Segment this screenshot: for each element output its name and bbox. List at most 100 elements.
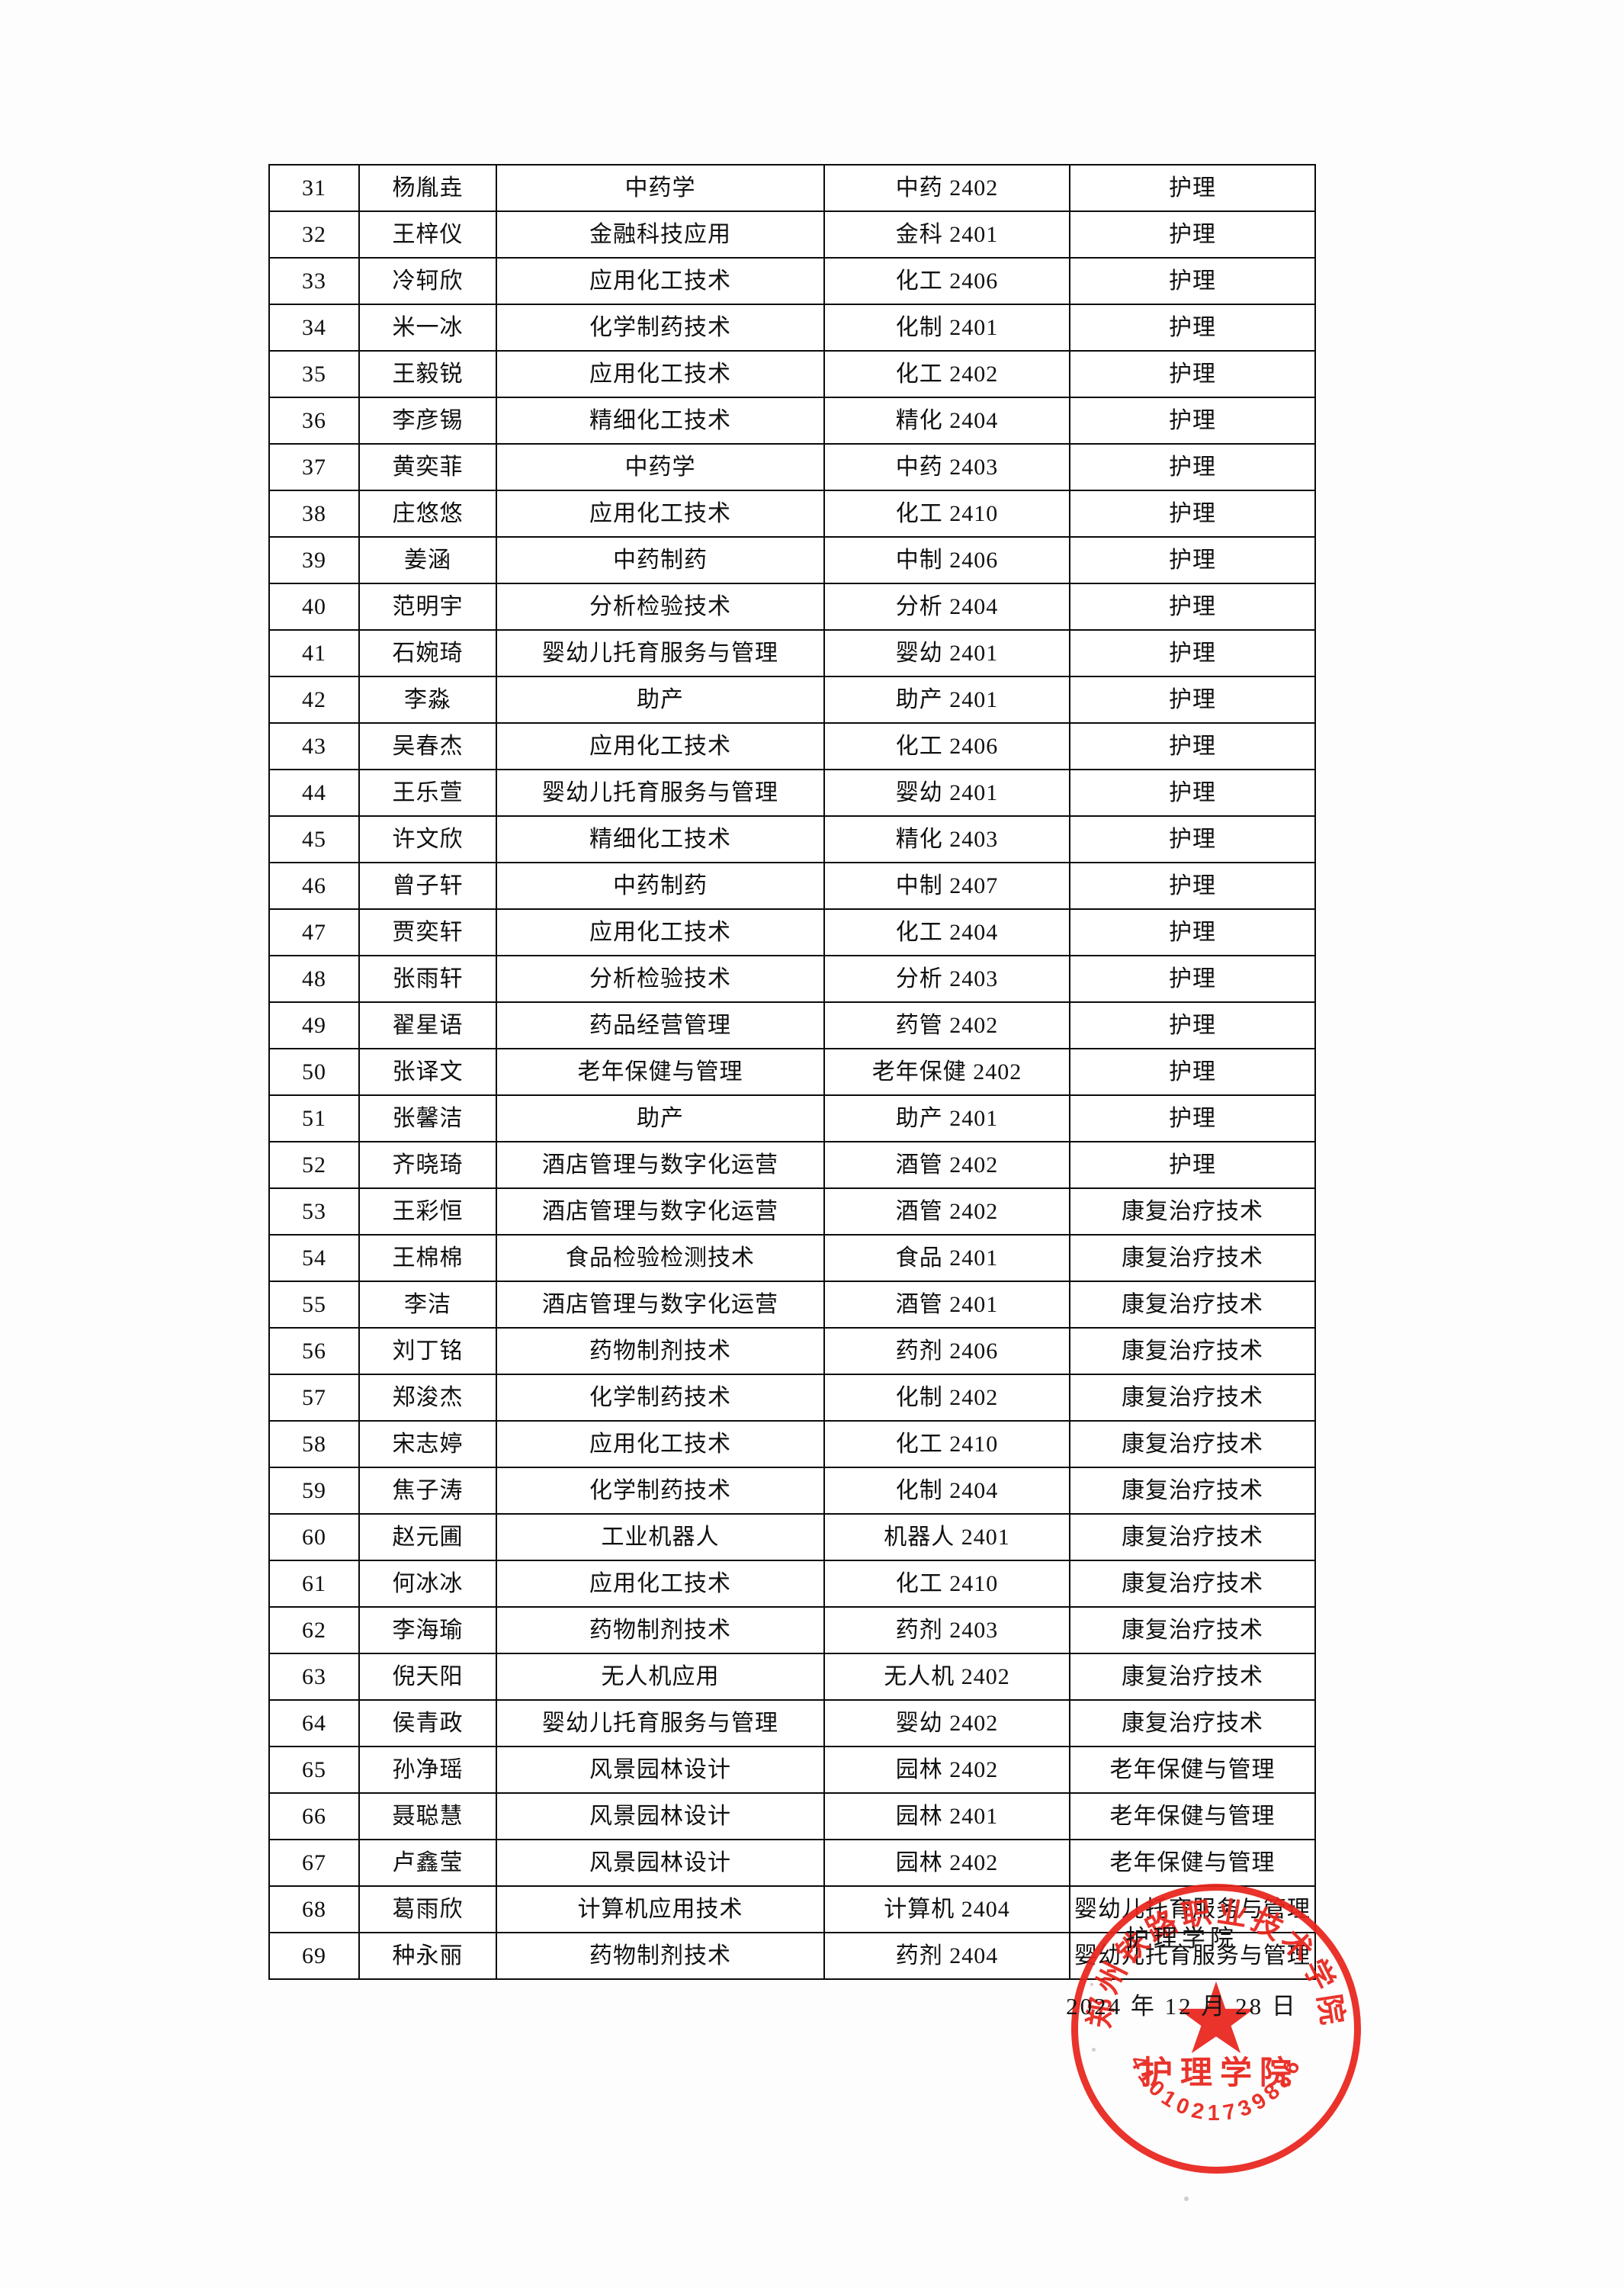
table-row: 62 李海瑜 药物制剂技术 药剂 2403 康复治疗技术 bbox=[268, 1606, 1316, 1654]
table-row: 56 刘丁铭 药物制剂技术 药剂 2406 康复治疗技术 bbox=[268, 1327, 1316, 1375]
row-class: 精化 2404 bbox=[823, 397, 1070, 445]
row-name: 杨胤垚 bbox=[358, 164, 497, 212]
table-row: 45 许文欣 精细化工技术 精化 2403 护理 bbox=[268, 815, 1316, 863]
row-major: 药物制剂技术 bbox=[496, 1327, 825, 1375]
row-index: 44 bbox=[268, 769, 360, 817]
row-class: 药剂 2404 bbox=[823, 1932, 1070, 1980]
row-class: 化工 2410 bbox=[823, 1560, 1070, 1608]
row-index: 60 bbox=[268, 1513, 360, 1561]
row-department: 护理 bbox=[1069, 1094, 1316, 1142]
row-name: 何冰冰 bbox=[358, 1560, 497, 1608]
row-class: 化工 2410 bbox=[823, 1420, 1070, 1468]
row-index: 51 bbox=[268, 1094, 360, 1142]
row-department: 康复治疗技术 bbox=[1069, 1513, 1316, 1561]
row-department: 护理 bbox=[1069, 676, 1316, 724]
row-name: 张译文 bbox=[358, 1048, 497, 1096]
table-row: 32 王梓仪 金融科技应用 金科 2401 护理 bbox=[268, 210, 1316, 259]
row-index: 43 bbox=[268, 722, 360, 770]
table-row: 64 侯青政 婴幼儿托育服务与管理 婴幼 2402 康复治疗技术 bbox=[268, 1699, 1316, 1747]
table-row: 44 王乐萱 婴幼儿托育服务与管理 婴幼 2401 护理 bbox=[268, 769, 1316, 817]
row-index: 42 bbox=[268, 676, 360, 724]
row-major: 中药学 bbox=[496, 164, 825, 212]
row-index: 52 bbox=[268, 1141, 360, 1189]
table-row: 61 何冰冰 应用化工技术 化工 2410 康复治疗技术 bbox=[268, 1560, 1316, 1608]
roster-table-body: 31 杨胤垚 中药学 中药 2402 护理 32 王梓仪 金融科技应用 金科 2401 护理 33 冷… bbox=[268, 164, 1316, 1980]
row-department: 护理 bbox=[1069, 397, 1316, 445]
row-class: 酒管 2402 bbox=[823, 1187, 1070, 1236]
row-major: 应用化工技术 bbox=[496, 908, 825, 956]
row-department: 护理 bbox=[1069, 629, 1316, 677]
row-class: 助产 2401 bbox=[823, 1094, 1070, 1142]
row-name: 吴春杰 bbox=[358, 722, 497, 770]
row-name: 王乐萱 bbox=[358, 769, 497, 817]
row-major: 应用化工技术 bbox=[496, 257, 825, 305]
row-department: 康复治疗技术 bbox=[1069, 1560, 1316, 1608]
row-class: 园林 2402 bbox=[823, 1746, 1070, 1794]
row-major: 应用化工技术 bbox=[496, 722, 825, 770]
row-class: 化制 2401 bbox=[823, 304, 1070, 352]
row-department: 护理 bbox=[1069, 304, 1316, 352]
table-row: 65 孙净瑶 风景园林设计 园林 2402 老年保健与管理 bbox=[268, 1746, 1316, 1794]
row-name: 侯青政 bbox=[358, 1699, 497, 1747]
row-index: 45 bbox=[268, 815, 360, 863]
row-major: 药品经营管理 bbox=[496, 1001, 825, 1049]
row-major: 助产 bbox=[496, 1094, 825, 1142]
row-department: 护理 bbox=[1069, 862, 1316, 910]
official-seal: 郑州铁路职业技术学院 护理学院 4101021739886 bbox=[1071, 1884, 1361, 2174]
row-major: 工业机器人 bbox=[496, 1513, 825, 1561]
row-name: 孙净瑶 bbox=[358, 1746, 497, 1794]
row-department: 护理 bbox=[1069, 769, 1316, 817]
table-row: 53 王彩恒 酒店管理与数字化运营 酒管 2402 康复治疗技术 bbox=[268, 1187, 1316, 1236]
row-class: 分析 2404 bbox=[823, 583, 1070, 631]
row-index: 62 bbox=[268, 1606, 360, 1654]
row-major: 分析检验技术 bbox=[496, 583, 825, 631]
table-row: 41 石婉琦 婴幼儿托育服务与管理 婴幼 2401 护理 bbox=[268, 629, 1316, 677]
row-class: 中药 2403 bbox=[823, 443, 1070, 491]
row-class: 园林 2401 bbox=[823, 1792, 1070, 1840]
row-department: 护理 bbox=[1069, 257, 1316, 305]
table-row: 50 张译文 老年保健与管理 老年保健 2402 护理 bbox=[268, 1048, 1316, 1096]
signature-organization: 护理学院 bbox=[1125, 1925, 1238, 1952]
row-name: 李彦锡 bbox=[358, 397, 497, 445]
row-name: 卢鑫莹 bbox=[358, 1839, 497, 1887]
row-major: 婴幼儿托育服务与管理 bbox=[496, 629, 825, 677]
row-department: 护理 bbox=[1069, 536, 1316, 584]
row-department: 康复治疗技术 bbox=[1069, 1606, 1316, 1654]
table-row: 36 李彦锡 精细化工技术 精化 2404 护理 bbox=[268, 397, 1316, 445]
row-class: 精化 2403 bbox=[823, 815, 1070, 863]
row-department: 护理 bbox=[1069, 1141, 1316, 1189]
row-name: 宋志婷 bbox=[358, 1420, 497, 1468]
table-row: 60 赵元圃 工业机器人 机器人 2401 康复治疗技术 bbox=[268, 1513, 1316, 1561]
row-name: 王毅锐 bbox=[358, 350, 497, 398]
row-name: 齐晓琦 bbox=[358, 1141, 497, 1189]
roster-sheet: 31 杨胤垚 中药学 中药 2402 护理 32 王梓仪 金融科技应用 金科 2401 护理 33 冷… bbox=[268, 164, 1316, 1980]
row-department: 康复治疗技术 bbox=[1069, 1653, 1316, 1701]
row-department: 老年保健与管理 bbox=[1069, 1792, 1316, 1840]
table-row: 35 王毅锐 应用化工技术 化工 2402 护理 bbox=[268, 350, 1316, 398]
row-class: 机器人 2401 bbox=[823, 1513, 1070, 1561]
row-index: 56 bbox=[268, 1327, 360, 1375]
row-index: 39 bbox=[268, 536, 360, 584]
row-name: 黄奕菲 bbox=[358, 443, 497, 491]
row-index: 49 bbox=[268, 1001, 360, 1049]
table-row: 58 宋志婷 应用化工技术 化工 2410 康复治疗技术 bbox=[268, 1420, 1316, 1468]
row-class: 婴幼 2401 bbox=[823, 769, 1070, 817]
row-major: 化学制药技术 bbox=[496, 1374, 825, 1422]
row-index: 35 bbox=[268, 350, 360, 398]
row-name: 李淼 bbox=[358, 676, 497, 724]
row-name: 刘丁铭 bbox=[358, 1327, 497, 1375]
row-major: 老年保健与管理 bbox=[496, 1048, 825, 1096]
row-class: 化制 2404 bbox=[823, 1467, 1070, 1515]
row-department: 护理 bbox=[1069, 955, 1316, 1003]
row-name: 曾子轩 bbox=[358, 862, 497, 910]
table-row: 34 米一冰 化学制药技术 化制 2401 护理 bbox=[268, 304, 1316, 352]
row-class: 药剂 2403 bbox=[823, 1606, 1070, 1654]
row-department: 康复治疗技术 bbox=[1069, 1234, 1316, 1282]
signature-block: 护理学院 2024 年 12 月 28 日 bbox=[1052, 1919, 1311, 2021]
row-class: 化工 2406 bbox=[823, 722, 1070, 770]
row-major: 中药制药 bbox=[496, 862, 825, 910]
row-name: 米一冰 bbox=[358, 304, 497, 352]
table-row: 46 曾子轩 中药制药 中制 2407 护理 bbox=[268, 862, 1316, 910]
row-class: 化工 2402 bbox=[823, 350, 1070, 398]
row-name: 倪天阳 bbox=[358, 1653, 497, 1701]
